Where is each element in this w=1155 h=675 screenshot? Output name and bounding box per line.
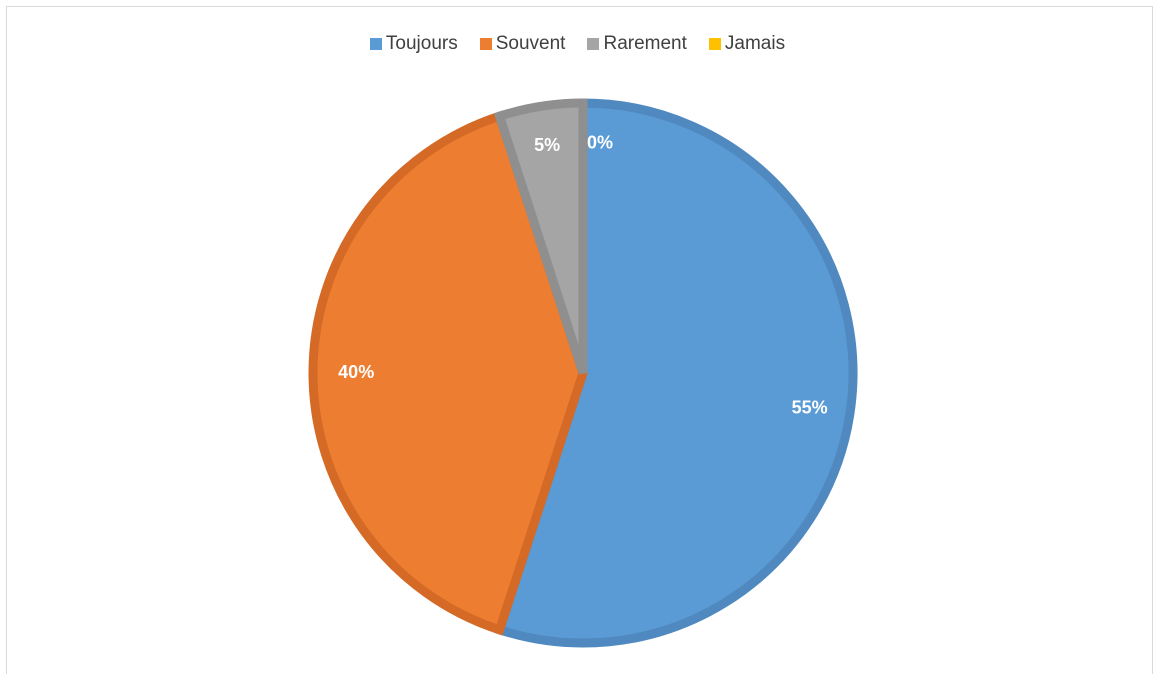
legend-swatch-toujours	[369, 38, 382, 50]
pie-data-labels: 55% 40% 5% 0%	[338, 132, 828, 417]
data-label-toujours: 55%	[792, 398, 828, 418]
legend: Toujours Souvent Rarement Jamais	[0, 33, 1155, 55]
pie-slice-souvent	[308, 110, 588, 636]
data-label-rarement: 5%	[534, 135, 560, 155]
data-label-souvent: 40%	[338, 362, 374, 382]
pie-slices	[308, 98, 858, 648]
pie-slice-toujours	[493, 98, 858, 648]
legend-item-souvent: Souvent	[479, 33, 566, 55]
legend-swatch-jamais	[708, 38, 721, 50]
legend-swatch-rarement	[587, 38, 600, 50]
legend-label-jamais: Jamais	[724, 33, 786, 54]
data-label-jamais: 0%	[587, 132, 613, 152]
legend-item-toujours: Toujours	[369, 33, 458, 55]
legend-item-jamais: Jamais	[708, 33, 786, 55]
legend-swatch-souvent	[479, 38, 492, 50]
legend-label-rarement: Rarement	[603, 33, 687, 54]
legend-item-rarement: Rarement	[587, 33, 687, 55]
legend-label-souvent: Souvent	[495, 33, 566, 54]
pie-slice-rarement	[493, 98, 588, 375]
legend-label-toujours: Toujours	[385, 33, 458, 54]
